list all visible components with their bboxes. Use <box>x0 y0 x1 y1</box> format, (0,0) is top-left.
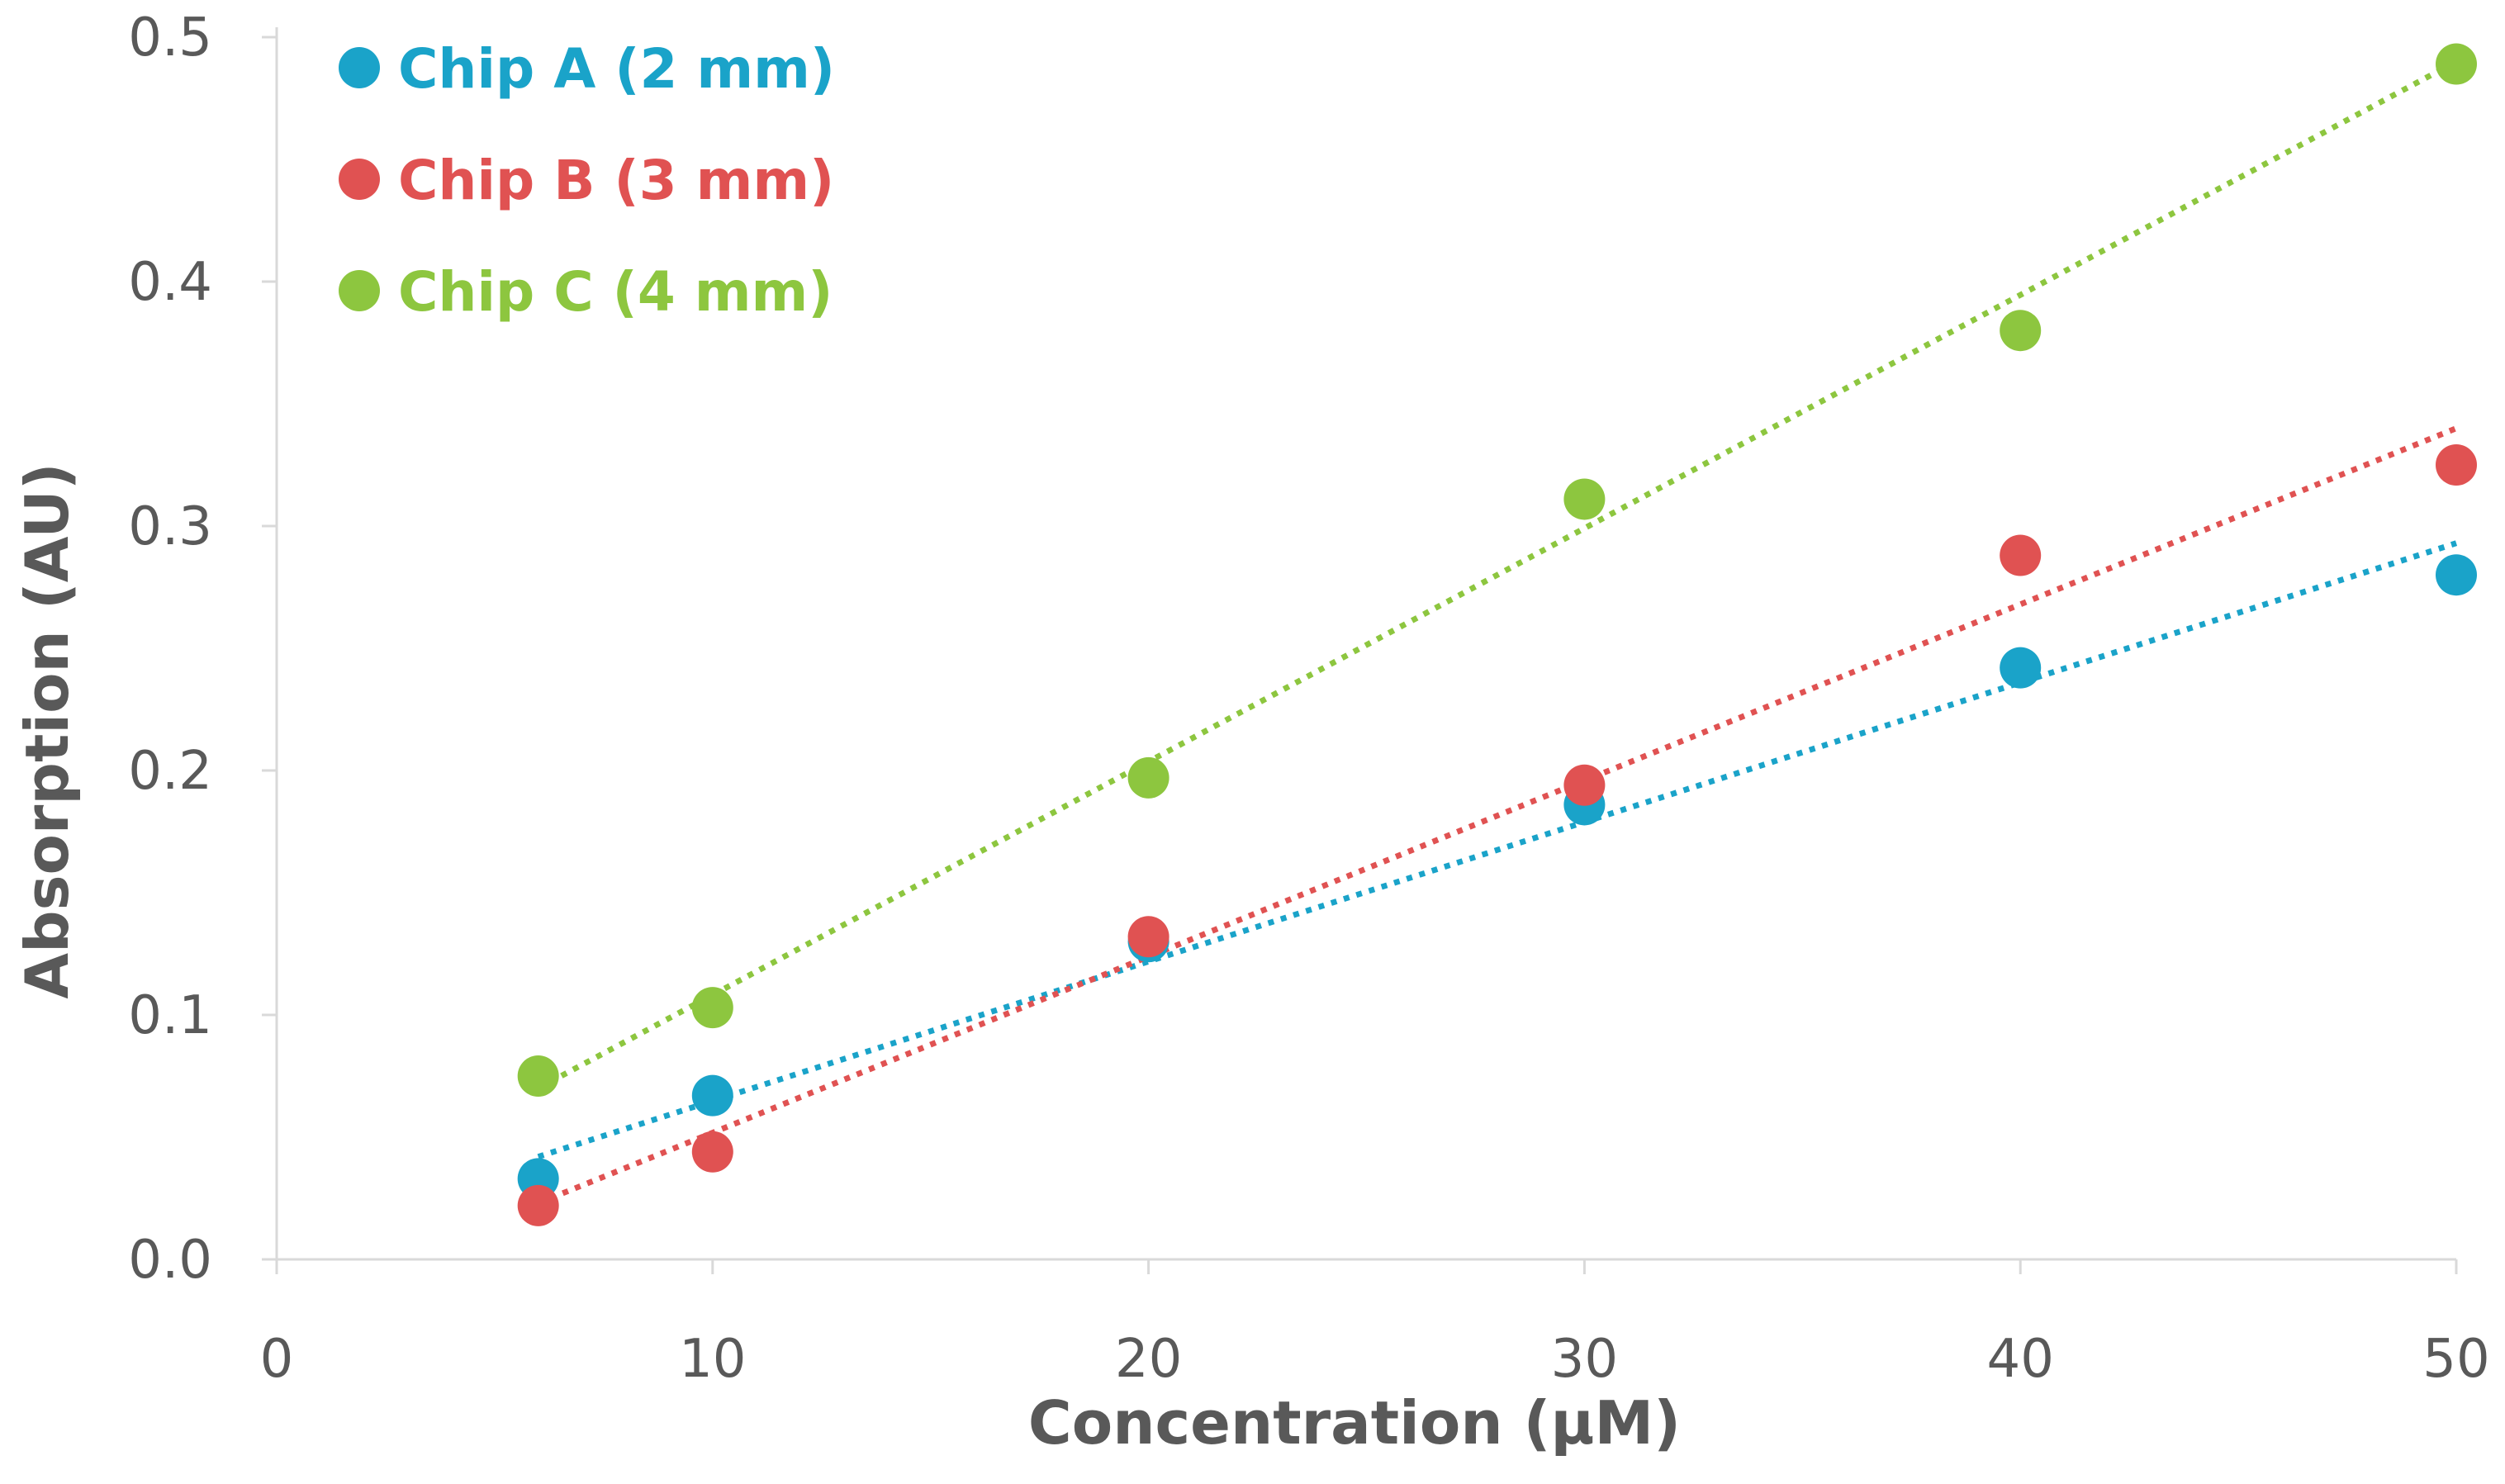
data-point <box>692 1131 733 1173</box>
y-tick-label: 0.0 <box>128 1230 212 1291</box>
legend: Chip A (2 mm) Chip B (3 mm) Chip C (4 mm) <box>339 37 835 324</box>
legend-marker <box>339 270 380 311</box>
data-point <box>1128 757 1169 799</box>
y-tick-label: 0.5 <box>128 7 212 69</box>
data-point <box>2436 44 2477 85</box>
x-tick-label: 40 <box>1986 1329 2053 1390</box>
legend-marker <box>339 159 380 200</box>
x-axis-title: Concentration (µM) <box>1028 1388 1681 1458</box>
data-point <box>2000 310 2041 351</box>
data-point <box>2000 535 2041 576</box>
data-point <box>518 1055 559 1097</box>
x-tick-label: 50 <box>2422 1329 2489 1390</box>
data-point <box>2436 554 2477 595</box>
axes: 0.0 0.1 0.2 0.3 0.4 0.5 0 10 20 30 40 50 <box>128 7 2490 1390</box>
y-tick-label: 0.1 <box>128 985 212 1046</box>
legend-label: Chip B (3 mm) <box>398 149 834 212</box>
data-points <box>518 44 2477 1226</box>
trendline <box>538 429 2456 1203</box>
y-tick-label: 0.2 <box>128 741 212 802</box>
data-point <box>1563 765 1605 806</box>
data-point <box>1563 478 1605 519</box>
data-point <box>692 1075 733 1117</box>
legend-label: Chip A (2 mm) <box>398 37 835 101</box>
x-tick-label: 0 <box>260 1329 294 1390</box>
legend-marker <box>339 47 380 88</box>
trendlines <box>538 62 2456 1203</box>
data-point <box>2436 444 2477 486</box>
legend-label: Chip C (4 mm) <box>398 260 833 324</box>
data-point <box>692 987 733 1028</box>
scatter-chart: 0.0 0.1 0.2 0.3 0.4 0.5 0 10 20 30 40 50 Chip A (2 … <box>0 0 2505 1484</box>
y-tick-label: 0.4 <box>128 252 212 313</box>
data-point <box>2000 647 2041 689</box>
data-point <box>518 1185 559 1226</box>
trendline <box>538 62 2456 1088</box>
x-tick-label: 10 <box>679 1329 746 1390</box>
data-point <box>1128 916 1169 957</box>
x-tick-label: 30 <box>1551 1329 1618 1390</box>
y-axis-title: Absorption (AU) <box>12 462 82 998</box>
trendline <box>538 543 2456 1157</box>
y-tick-label: 0.3 <box>128 496 212 557</box>
x-tick-label: 20 <box>1115 1329 1182 1390</box>
